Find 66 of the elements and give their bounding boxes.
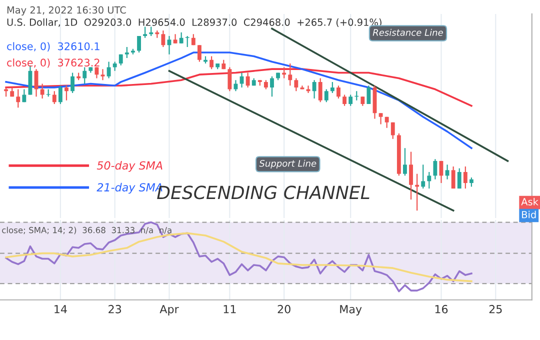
- text: 50-day SMA: [96, 161, 162, 172]
- candlestick: [390, 122, 395, 140]
- annotation: U.S. Dollar, 1D O29203.0 H29654.0 L28937.0 C29468.0 +265.7 (+0.91%): [7, 18, 382, 28]
- candlestick: [409, 151, 413, 200]
- candlestick: [463, 166, 468, 190]
- candlestick: [58, 85, 62, 105]
- candlestick: [22, 88, 26, 103]
- candlestick: [40, 83, 44, 100]
- candlestick: [143, 26, 148, 38]
- annotation: close, 0) 32610.1: [7, 42, 100, 52]
- x-tick-label: Apr: [160, 305, 179, 316]
- candlestick: [34, 68, 38, 98]
- candlestick: [378, 112, 383, 125]
- candlestick: [210, 56, 214, 70]
- candlestick: [161, 30, 166, 48]
- candlestick: [421, 164, 426, 190]
- candlestick: [70, 72, 74, 94]
- candlestick: [294, 78, 298, 92]
- candlestick: [228, 66, 232, 92]
- candlestick: [112, 61, 117, 72]
- candlestick: [137, 35, 141, 54]
- candlestick: [469, 176, 474, 188]
- x-tick-label: 16: [435, 304, 448, 314]
- candlestick: [16, 88, 20, 108]
- candlestick: [179, 32, 184, 44]
- x-tick-label: 25: [489, 304, 502, 314]
- candlestick: [240, 72, 244, 88]
- x-tick-label: 20: [278, 304, 290, 314]
- candlestick: [106, 61, 111, 79]
- annotation: Resistance Line: [372, 28, 443, 36]
- x-tick-label: 11: [224, 305, 236, 314]
- candlestick: [312, 80, 316, 100]
- candlestick: [427, 171, 432, 190]
- candlestick: [198, 44, 202, 62]
- x-tick-label: 23: [108, 304, 122, 314]
- candlestick: [52, 90, 56, 105]
- candlestick: [457, 168, 462, 190]
- candlestick: [82, 66, 87, 84]
- x-tick-label: 14: [54, 305, 67, 314]
- candlestick: [360, 96, 365, 106]
- candlestick: [366, 85, 371, 105]
- candlestick: [348, 94, 353, 106]
- candlestick: [336, 85, 340, 100]
- candlestick: [173, 34, 178, 44]
- candlestick: [246, 72, 250, 88]
- candlestick: [403, 148, 407, 176]
- text: May 21, 2022 16:30 UTC: [7, 6, 126, 16]
- candlestick: [94, 66, 99, 79]
- candlestick: [100, 68, 105, 81]
- text: Bid: [522, 210, 536, 218]
- x-tick-label: May: [340, 305, 362, 316]
- candlestick: [185, 35, 190, 48]
- candlestick: [124, 46, 129, 59]
- annotation: close, 0) 37623.2: [7, 58, 100, 68]
- candlestick: [330, 81, 334, 94]
- candlestick: [318, 78, 322, 103]
- candlestick: [64, 85, 68, 101]
- candlestick: [270, 76, 274, 98]
- candlestick: [264, 80, 268, 90]
- candlestick: [451, 166, 456, 190]
- candlestick: [288, 63, 292, 86]
- candlestick: [342, 94, 346, 106]
- annotation: Ask: [521, 198, 538, 206]
- candlestick: [324, 88, 328, 103]
- candlestick: [433, 158, 438, 180]
- annotation: Support Line: [259, 160, 316, 169]
